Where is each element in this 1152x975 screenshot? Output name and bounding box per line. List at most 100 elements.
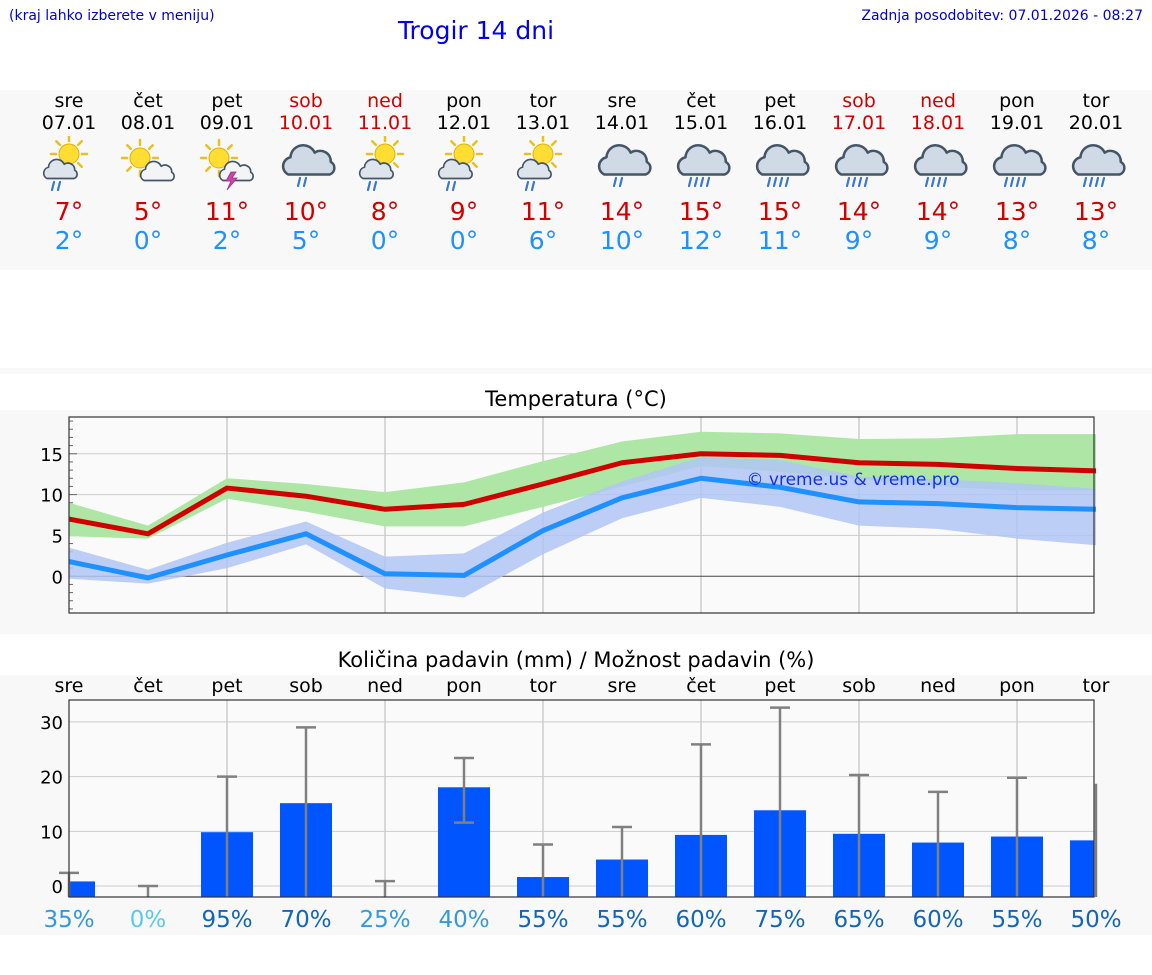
- precipitation-probability: 55%: [991, 907, 1042, 933]
- max-temperature: 15°: [757, 197, 803, 226]
- precipitation-probability: 0%: [130, 907, 167, 933]
- min-temperature: 0°: [449, 226, 479, 255]
- max-temperature: 11°: [520, 197, 566, 226]
- precipitation-probability: 70%: [280, 907, 331, 933]
- min-temperature: 9°: [844, 226, 874, 255]
- max-temperature: 7°: [54, 197, 84, 226]
- cloud-shape: [597, 143, 652, 176]
- precipitation-probability: 95%: [201, 907, 252, 933]
- error-bar: [612, 825, 632, 897]
- y-tick-label: 0: [52, 567, 63, 588]
- min-temperature: 0°: [133, 226, 163, 255]
- x-category-label: sre: [608, 675, 637, 697]
- precipitation-probability: 55%: [596, 907, 647, 933]
- max-temperature: 11°: [204, 197, 250, 226]
- sun-cloud-rain-icon: [437, 136, 484, 192]
- rain-drops: [687, 176, 711, 188]
- day-date: 10.01: [278, 112, 334, 134]
- day-date: 12.01: [436, 112, 492, 134]
- max-temperature: 14°: [915, 197, 961, 226]
- cloud-shape: [992, 143, 1047, 176]
- error-bar: [454, 756, 474, 824]
- day-name: tor: [1082, 90, 1110, 112]
- rain-drops: [766, 176, 790, 188]
- cloud-rain-icon: [597, 143, 652, 188]
- cloud-shape: [516, 158, 552, 180]
- error-bar: [533, 843, 553, 897]
- day-name: sob: [842, 90, 876, 112]
- day-date: 15.01: [673, 112, 729, 134]
- cloud-shape: [913, 143, 968, 176]
- day-date: 11.01: [357, 112, 413, 134]
- day-name: sob: [289, 90, 323, 112]
- cloud-shape: [755, 143, 810, 176]
- max-temperature: 10°: [283, 197, 329, 226]
- day-name: sre: [607, 90, 637, 112]
- city-menu-hint[interactable]: (kraj lahko izberete v meniju): [9, 8, 215, 24]
- y-tick-label: 10: [40, 486, 63, 507]
- rain-drops: [612, 176, 624, 188]
- cloud-shape: [218, 160, 254, 182]
- precipitation-probability: 65%: [833, 907, 884, 933]
- max-temperature: 13°: [1073, 197, 1119, 226]
- rain-drops: [366, 180, 378, 192]
- day-date: 09.01: [199, 112, 255, 134]
- min-temperature: 11°: [757, 226, 803, 255]
- precipitation-bar: [69, 881, 95, 897]
- max-temperature: 15°: [678, 197, 724, 226]
- max-temperature: 13°: [994, 197, 1040, 226]
- precipitation-probability: 60%: [675, 907, 726, 933]
- error-bar: [217, 775, 237, 897]
- x-category-label: čet: [133, 675, 163, 697]
- cloud-shape: [42, 158, 78, 180]
- precipitation-probability: 40%: [438, 907, 489, 933]
- x-category-label: sob: [842, 675, 876, 697]
- sun-cloud-rain-icon: [358, 136, 405, 192]
- min-temperature: 5°: [291, 226, 321, 255]
- precipitation-chart-title: Količina padavin (mm) / Možnost padavin …: [337, 648, 815, 672]
- day-name: pon: [446, 90, 482, 112]
- section-divider: [0, 368, 1152, 374]
- plot-frame: [68, 416, 1095, 614]
- cloud-shape: [358, 158, 394, 180]
- day-date: 08.01: [120, 112, 176, 134]
- error-bar: [691, 743, 711, 897]
- precipitation-probability: 25%: [359, 907, 410, 933]
- day-name: pet: [764, 90, 796, 112]
- cloud-shape: [281, 143, 336, 176]
- day-date: 07.01: [41, 112, 97, 134]
- max-temperature: 5°: [133, 197, 163, 226]
- max-temperature: 9°: [449, 197, 479, 226]
- error-bar: [296, 726, 316, 897]
- day-name: sre: [54, 90, 84, 112]
- temperature-chart-title: Temperatura (°C): [485, 387, 667, 411]
- y-tick-label: 15: [40, 445, 63, 466]
- rain-drops: [296, 176, 308, 188]
- cloud-shape: [437, 158, 473, 180]
- precipitation-probability: 60%: [912, 907, 963, 933]
- page-title: Trogir 14 dni: [397, 16, 555, 45]
- day-name: pet: [211, 90, 243, 112]
- sun-cloud-rain-icon: [42, 136, 89, 192]
- precipitation-probability: 55%: [517, 907, 568, 933]
- cloud-heavy-rain-icon: [676, 143, 731, 188]
- precipitation-probability: 35%: [43, 907, 94, 933]
- watermark: © vreme.us & vreme.pro: [746, 470, 959, 490]
- y-tick-label: 10: [40, 822, 63, 843]
- cloud-heavy-rain-icon: [913, 143, 968, 188]
- rain-drops: [50, 180, 62, 192]
- min-temperature-line: [68, 475, 1097, 581]
- day-date: 14.01: [594, 112, 650, 134]
- day-date: 18.01: [910, 112, 966, 134]
- rain-drops: [845, 176, 869, 188]
- max-temperature: 14°: [599, 197, 645, 226]
- day-name: čet: [133, 90, 163, 112]
- day-date: 17.01: [831, 112, 887, 134]
- y-tick-label: 0: [52, 877, 63, 898]
- max-temperature: 8°: [370, 197, 400, 226]
- day-date: 13.01: [515, 112, 571, 134]
- min-temperature: 8°: [1081, 226, 1111, 255]
- day-name: ned: [920, 90, 956, 112]
- rain-drops: [524, 180, 536, 192]
- sun-cloud-icon: [120, 138, 175, 182]
